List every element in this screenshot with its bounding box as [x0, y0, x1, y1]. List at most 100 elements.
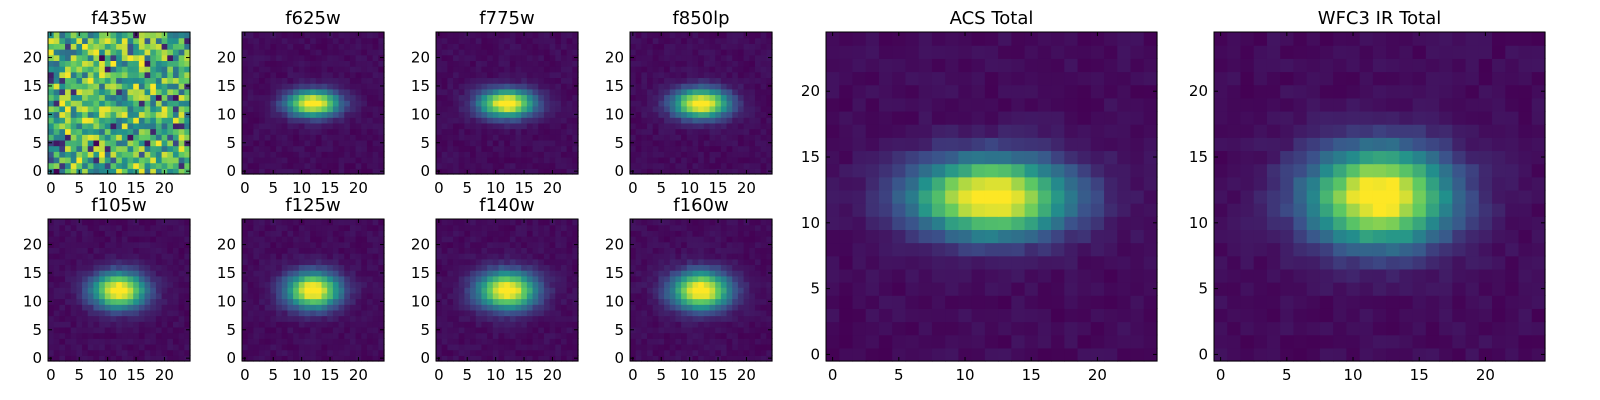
heatmap-cell: [464, 156, 471, 164]
heatmap-cell: [48, 71, 55, 79]
heatmap-cell: [566, 151, 573, 158]
heatmap-cell: [138, 83, 146, 90]
heatmap-cell: [675, 117, 682, 124]
heatmap-cell: [715, 343, 722, 351]
heatmap-cell: [310, 230, 317, 237]
heatmap-cell: [754, 298, 762, 305]
heatmap-cell: [681, 122, 688, 130]
heatmap-cell: [172, 77, 180, 84]
heatmap-cell: [754, 321, 762, 328]
heatmap-cell: [760, 66, 767, 73]
heatmap-cell: [515, 241, 522, 248]
heatmap-cell: [133, 43, 140, 50]
heatmap-cell: [641, 332, 648, 339]
heatmap-cell: [127, 134, 134, 141]
heatmap-cell: [270, 151, 277, 158]
heatmap-cell: [287, 43, 294, 50]
heatmap-cell: [709, 94, 716, 101]
heatmap-cell: [65, 139, 72, 147]
heatmap-cell: [549, 326, 556, 334]
heatmap-cell: [686, 49, 694, 56]
heatmap-cell: [247, 241, 254, 248]
heatmap-cell: [538, 258, 545, 266]
heatmap-cell: [155, 264, 163, 271]
heatmap-cell: [652, 71, 659, 79]
heatmap-cell: [572, 151, 579, 158]
heatmap-cell: [310, 77, 317, 84]
heatmap-cell: [99, 168, 106, 175]
heatmap-cell: [144, 230, 151, 237]
heatmap-cell: [70, 162, 77, 169]
heatmap-cell: [470, 54, 477, 61]
heatmap-cell: [82, 332, 89, 339]
heatmap-cell: [453, 151, 460, 158]
heatmap-cell: [344, 298, 351, 305]
heatmap-cell: [178, 54, 185, 61]
heatmap-cell: [304, 162, 311, 169]
heatmap-cell: [121, 105, 129, 113]
heatmap-cell: [492, 236, 500, 243]
heatmap-cell: [355, 349, 362, 356]
heatmap-cell: [515, 94, 522, 101]
heatmap-cell: [475, 349, 483, 356]
heatmap-cell: [247, 32, 254, 39]
heatmap-cell: [641, 326, 648, 334]
heatmap-cell: [652, 122, 659, 130]
heatmap-cell: [515, 88, 522, 96]
heatmap-cell: [720, 83, 728, 90]
heatmap-cell: [378, 275, 385, 283]
heatmap-cell: [641, 122, 648, 130]
heatmap-cell: [293, 287, 300, 294]
heatmap-cell: [453, 117, 460, 124]
heatmap-cell: [555, 321, 562, 328]
heatmap-cell: [652, 270, 659, 277]
heatmap-cell: [464, 139, 471, 147]
heatmap-cell: [121, 355, 129, 362]
heatmap-cell: [658, 94, 665, 101]
heatmap-cell: [121, 236, 129, 243]
heatmap-cell: [441, 343, 448, 351]
x-tick-label: 20: [543, 366, 562, 384]
heatmap-cell: [675, 49, 682, 56]
x-tick-label: 20: [155, 179, 174, 197]
heatmap-cell: [487, 321, 494, 328]
heatmap-cell: [310, 94, 317, 101]
heatmap-cell: [253, 253, 260, 260]
heatmap-cell: [526, 332, 534, 339]
heatmap-cell: [82, 258, 89, 266]
heatmap-cell: [121, 292, 129, 300]
heatmap-cell: [526, 49, 534, 56]
heatmap-cell: [48, 304, 55, 311]
heatmap-cell: [572, 315, 579, 322]
heatmap-cell: [138, 343, 146, 351]
heatmap-cell: [110, 117, 117, 124]
heatmap-cell: [532, 315, 539, 322]
heatmap-cell: [315, 355, 323, 362]
heatmap-cell: [447, 236, 454, 243]
heatmap-cell: [315, 66, 323, 73]
heatmap-cell: [630, 321, 637, 328]
heatmap-cell: [686, 43, 694, 50]
heatmap-cell: [253, 134, 260, 141]
heatmap-cell: [310, 275, 317, 283]
heatmap-cell: [70, 270, 77, 277]
heatmap-cell: [104, 60, 112, 67]
heatmap-cell: [161, 43, 168, 50]
heatmap-cell: [76, 253, 83, 260]
heatmap-cell: [372, 326, 379, 334]
heatmap-cell: [743, 66, 750, 73]
heatmap-cell: [378, 338, 385, 345]
heatmap-cell: [686, 145, 694, 152]
heatmap-cell: [298, 128, 306, 135]
heatmap-cell: [247, 309, 254, 317]
heatmap-cell: [259, 355, 266, 362]
heatmap-cell: [726, 275, 733, 283]
heatmap-cell: [310, 128, 317, 135]
heatmap-cell: [549, 315, 556, 322]
heatmap-cell: [669, 304, 677, 311]
heatmap-cell: [743, 83, 750, 90]
heatmap-cell: [264, 139, 271, 147]
heatmap-cell: [59, 287, 66, 294]
x-tick-label: 5: [656, 179, 666, 197]
heatmap-cell: [515, 145, 522, 152]
